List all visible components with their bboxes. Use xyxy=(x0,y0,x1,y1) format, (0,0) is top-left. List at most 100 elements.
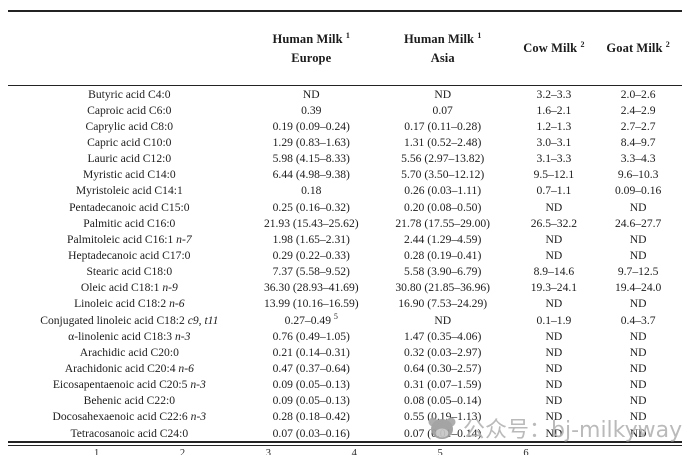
column-subtitle: Europe xyxy=(291,50,332,65)
value-human-milk-europe: 0.29 (0.22–0.33) xyxy=(272,248,350,262)
value-human-milk-asia: 5.56 (2.97–13.82) xyxy=(401,152,485,166)
value-human-milk-europe: 0.25 (0.16–0.32) xyxy=(272,200,350,214)
row-label-fatty-acid: Oleic acid C18:1 n-9 xyxy=(80,281,178,295)
value-goat-milk: ND xyxy=(629,200,647,214)
value-cow-milk: 26.5–32.2 xyxy=(530,216,578,230)
top-rule xyxy=(8,10,682,12)
column-footnote-marker: 2 xyxy=(580,40,585,50)
row-label-fatty-acid: Capric acid C10:0 xyxy=(87,135,172,149)
row-label-fatty-acid: Heptadecanoic acid C17:0 xyxy=(68,248,191,262)
value-human-milk-asia: 0.08 (0.05–0.14) xyxy=(404,394,482,408)
value-cow-milk: 3.2–3.3 xyxy=(536,87,572,101)
value-human-milk-asia: ND xyxy=(434,313,452,327)
value-goat-milk: 8.4–9.7 xyxy=(620,135,656,149)
value-cow-milk: 8.9–14.6 xyxy=(533,265,575,279)
value-cow-milk: ND xyxy=(545,345,563,359)
value-human-milk-europe: 0.09 (0.05–0.13) xyxy=(272,378,350,392)
table-row: Butyric acid C4:0 ND ND 3.2–3.3 2.0–2.6 xyxy=(8,86,682,102)
value-cow-milk: ND xyxy=(545,410,563,424)
column-title: Human Milk xyxy=(403,32,475,47)
fatty-acid-composition-table: Human Milk 1 Europe Human Milk 1 Asia Co… xyxy=(8,10,682,455)
column-title: Goat Milk xyxy=(606,41,663,56)
value-human-milk-asia: 16.90 (7.53–24.29) xyxy=(398,297,488,311)
table-row: Behenic acid C22:0 0.09 (0.05–0.13) 0.08 (… xyxy=(8,393,682,409)
value-human-milk-asia: ND xyxy=(434,87,452,101)
value-human-milk-asia: 0.32 (0.03–2.97) xyxy=(404,345,482,359)
value-cow-milk: 3.1–3.3 xyxy=(536,152,572,166)
value-goat-milk: 0.09–0.16 xyxy=(614,184,662,198)
row-label-fatty-acid: Arachidonic acid C20:4 n-6 xyxy=(64,361,194,375)
value-human-milk-europe: ND xyxy=(302,87,320,101)
value-cow-milk: ND xyxy=(545,361,563,375)
row-label-fatty-acid: Stearic acid C18:0 xyxy=(86,265,173,279)
value-goat-milk: 9.6–10.3 xyxy=(617,168,659,182)
value-human-milk-europe: 36.30 (28.93–41.69) xyxy=(263,281,359,295)
value-human-milk-asia: 0.64 (0.30–2.57) xyxy=(404,361,482,375)
row-label-fatty-acid: Palmitic acid C16:0 xyxy=(83,216,176,230)
table-row: Arachidic acid C20:0 0.21 (0.14–0.31) 0.32… xyxy=(8,344,682,360)
clipped-footnote-line: 1 2 3 4 5 6 xyxy=(94,448,529,456)
value-goat-milk: 24.6–27.7 xyxy=(614,216,662,230)
row-label-fatty-acid: Caprylic acid C8:0 xyxy=(85,119,174,133)
table-row: Pentadecanoic acid C15:0 0.25 (0.16–0.32)… xyxy=(8,199,682,215)
column-header-human-milk-asia: Human Milk 1 Asia xyxy=(372,30,514,66)
value-cow-milk: ND xyxy=(545,297,563,311)
table-row: Lauric acid C12:0 5.98 (4.15–8.33) 5.56 (2… xyxy=(8,151,682,167)
value-human-milk-europe: 0.47 (0.37–0.64) xyxy=(272,361,350,375)
table-row: Tetracosanoic acid C24:0 0.07 (0.03–0.16)… xyxy=(8,425,682,441)
value-human-milk-europe: 6.44 (4.98–9.38) xyxy=(272,168,350,182)
value-cow-milk: 0.7–1.1 xyxy=(536,184,572,198)
value-human-milk-europe: 1.29 (0.83–1.63) xyxy=(272,135,350,149)
value-human-milk-asia: 0.55 (0.19–1.13) xyxy=(404,410,482,424)
row-label-fatty-acid: Pentadecanoic acid C15:0 xyxy=(69,200,190,214)
column-header-goat-milk: Goat Milk 2 xyxy=(594,39,682,57)
value-cow-milk: ND xyxy=(545,200,563,214)
value-human-milk-asia: 2.44 (1.29–4.59) xyxy=(404,232,482,246)
row-label-fatty-acid: Myristic acid C14:0 xyxy=(82,168,176,182)
value-human-milk-europe: 0.39 xyxy=(301,103,322,117)
value-goat-milk: 3.3–4.3 xyxy=(620,152,656,166)
row-label-fatty-acid: Myristoleic acid C14:1 xyxy=(75,184,183,198)
table-row: Myristoleic acid C14:1 0.18 0.26 (0.03–1.1… xyxy=(8,183,682,199)
table-row: Palmitoleic acid C16:1 n-7 1.98 (1.65–2.3… xyxy=(8,231,682,247)
value-human-milk-europe: 0.27–0.49 5 xyxy=(284,311,338,327)
value-human-milk-asia: 0.28 (0.19–0.41) xyxy=(404,248,482,262)
row-label-fatty-acid: Eicosapentaenoic acid C20:5 n-3 xyxy=(52,378,206,392)
table-row: Docosahexaenoic acid C22:6 n-3 0.28 (0.18… xyxy=(8,409,682,425)
table-row: Myristic acid C14:0 6.44 (4.98–9.38) 5.70 … xyxy=(8,167,682,183)
value-human-milk-europe: 13.99 (10.16–16.59) xyxy=(263,297,359,311)
value-human-milk-asia: 30.80 (21.85–36.96) xyxy=(395,281,491,295)
row-label-fatty-acid: Conjugated linoleic acid C18:2 c9, t11 xyxy=(40,313,219,327)
value-goat-milk: ND xyxy=(629,394,647,408)
value-human-milk-europe: 0.09 (0.05–0.13) xyxy=(272,394,350,408)
value-human-milk-europe: 7.37 (5.58–9.52) xyxy=(272,265,350,279)
row-label-fatty-acid: Docosahexaenoic acid C22:6 n-3 xyxy=(52,410,207,424)
row-label-fatty-acid: Lauric acid C12:0 xyxy=(87,152,172,166)
value-human-milk-asia: 0.17 (0.11–0.28) xyxy=(404,119,482,133)
value-goat-milk: ND xyxy=(629,297,647,311)
value-human-milk-europe: 0.07 (0.03–0.16) xyxy=(272,426,350,440)
value-human-milk-europe: 0.76 (0.49–1.05) xyxy=(272,329,350,343)
row-label-fatty-acid: Caproic acid C6:0 xyxy=(87,103,172,117)
value-human-milk-asia: 5.70 (3.50–12.12) xyxy=(401,168,485,182)
table-row: Oleic acid C18:1 n-9 36.30 (28.93–41.69) 3… xyxy=(8,280,682,296)
table-row: Heptadecanoic acid C17:0 0.29 (0.22–0.33)… xyxy=(8,247,682,263)
row-label-fatty-acid: Arachidic acid C20:0 xyxy=(79,345,179,359)
column-footnote-marker: 1 xyxy=(477,31,482,41)
value-goat-milk: ND xyxy=(629,345,647,359)
value-goat-milk: ND xyxy=(629,378,647,392)
value-goat-milk: ND xyxy=(629,232,647,246)
value-human-milk-asia: 0.07 (0.01–0.14) xyxy=(404,426,482,440)
table-row: Conjugated linoleic acid C18:2 c9, t11 0.… xyxy=(8,312,682,328)
value-human-milk-asia: 0.07 xyxy=(432,103,453,117)
row-label-fatty-acid: Tetracosanoic acid C24:0 xyxy=(70,426,189,440)
value-cow-milk: ND xyxy=(545,329,563,343)
value-goat-milk: ND xyxy=(629,410,647,424)
header-divider-rule xyxy=(8,85,682,86)
column-footnote-marker: 2 xyxy=(665,40,670,50)
row-label-fatty-acid: Butyric acid C4:0 xyxy=(88,87,171,101)
value-human-milk-europe: 0.28 (0.18–0.42) xyxy=(272,410,350,424)
column-header-human-milk-europe: Human Milk 1 Europe xyxy=(251,30,372,66)
value-human-milk-europe: 21.93 (15.43–25.62) xyxy=(263,216,359,230)
value-human-milk-europe: 1.98 (1.65–2.31) xyxy=(272,232,350,246)
